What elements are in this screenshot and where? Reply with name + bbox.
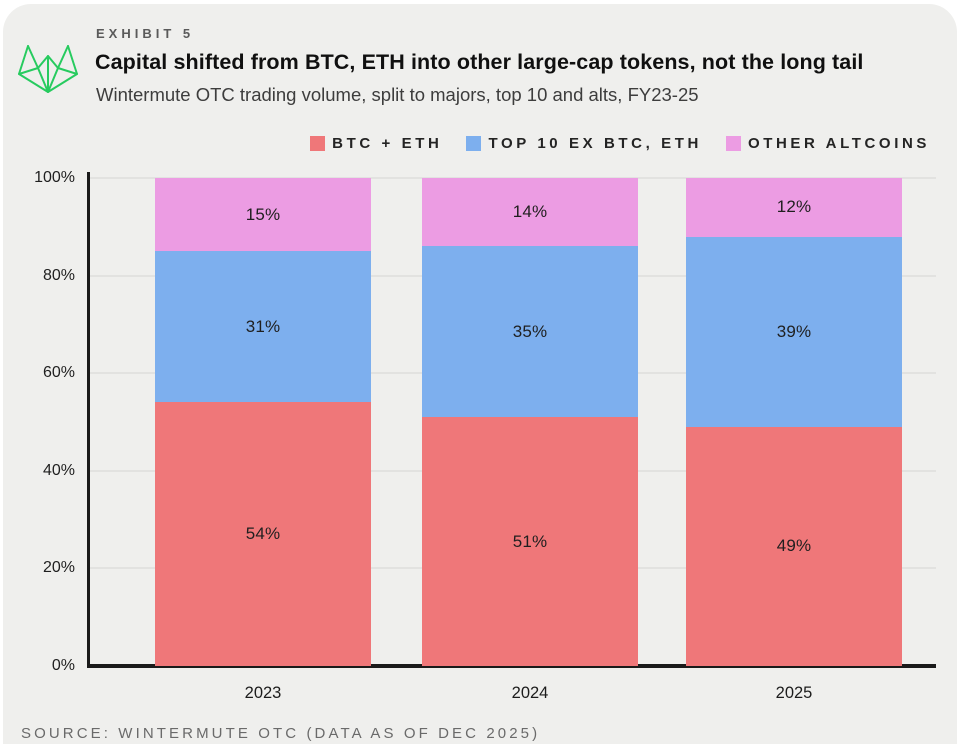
bar-2024: 14% 35% 51% xyxy=(422,178,638,666)
bar-segment: 31% xyxy=(155,251,371,403)
bar-segment: 54% xyxy=(155,402,371,666)
segment-value-label: 39% xyxy=(776,321,812,341)
legend-label: OTHER ALTCOINS xyxy=(747,135,930,152)
y-tick-label: 40% xyxy=(42,461,75,479)
bar-2025: 12% 39% 49% xyxy=(686,178,902,666)
x-axis-label: 2025 xyxy=(775,684,813,702)
source-line: SOURCE: WINTERMUTE OTC (DATA AS OF DEC 2… xyxy=(21,725,541,742)
legend-swatch-icon xyxy=(466,136,482,151)
x-axis-label: 2023 xyxy=(244,684,282,702)
segment-value-label: 35% xyxy=(512,321,548,341)
y-axis-line xyxy=(87,172,90,667)
legend-swatch-icon xyxy=(310,136,326,151)
legend-label: TOP 10 EX BTC, ETH xyxy=(488,135,702,152)
legend-item: BTC + ETH xyxy=(310,135,442,152)
segment-value-label: 15% xyxy=(245,204,281,224)
chart-card: EXHIBIT 5 Capital shifted from BTC, ETH … xyxy=(3,4,957,744)
legend-item: OTHER ALTCOINS xyxy=(725,135,930,152)
y-tick-label: 60% xyxy=(42,364,75,382)
legend-swatch-icon xyxy=(725,136,741,151)
segment-value-label: 14% xyxy=(512,202,548,222)
y-tick-label: 80% xyxy=(42,266,75,284)
y-tick-label: 0% xyxy=(51,657,75,674)
bar-segment: 49% xyxy=(686,426,902,666)
page-subtitle: Wintermute OTC trading volume, split to … xyxy=(96,84,699,105)
bar-segment: 15% xyxy=(155,178,371,252)
x-axis-label: 2024 xyxy=(511,684,549,702)
segment-value-label: 49% xyxy=(776,536,812,556)
segment-value-label: 54% xyxy=(245,524,281,544)
bar-segment: 35% xyxy=(422,246,638,418)
chart-legend: BTC + ETH TOP 10 EX BTC, ETH OTHER ALTCOIN… xyxy=(310,135,930,152)
bar-segment: 12% xyxy=(686,178,902,237)
x-axis-line xyxy=(87,664,936,668)
bar-2023: 15% 31% 54% xyxy=(155,178,371,666)
legend-label: BTC + ETH xyxy=(332,135,443,152)
bar-segment: 14% xyxy=(422,178,638,247)
y-tick-label: 20% xyxy=(42,559,75,577)
bar-segment: 51% xyxy=(422,417,638,666)
y-tick-label: 100% xyxy=(34,169,75,186)
page-title: Capital shifted from BTC, ETH into other… xyxy=(95,50,864,74)
legend-item: TOP 10 EX BTC, ETH xyxy=(466,135,701,152)
segment-value-label: 51% xyxy=(512,531,548,551)
segment-value-label: 12% xyxy=(776,197,812,217)
exhibit-label: EXHIBIT 5 xyxy=(96,26,195,41)
segment-value-label: 31% xyxy=(245,316,281,336)
bar-segment: 39% xyxy=(686,236,902,427)
wintermute-logo-icon xyxy=(18,45,78,93)
